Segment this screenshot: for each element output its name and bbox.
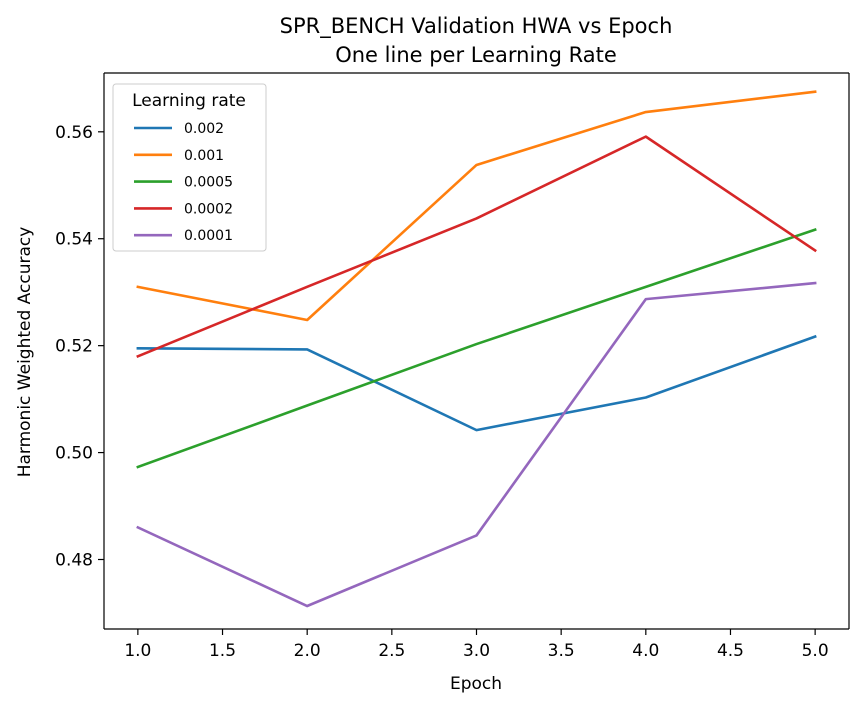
chart-title: SPR_BENCH Validation HWA vs Epoch One li…	[280, 14, 673, 67]
y-tick-label: 0.56	[55, 123, 93, 143]
x-tick-label: 4.0	[632, 641, 659, 661]
legend-label: 0.001	[184, 148, 224, 164]
x-tick-label: 2.0	[294, 641, 321, 661]
series-line-0.0002	[136, 135, 817, 359]
x-axis-label: Epoch	[450, 674, 502, 694]
x-tick-label: 1.5	[209, 641, 236, 661]
legend-label: 0.0002	[184, 201, 233, 217]
legend: Learning rate 0.0020.0010.00050.00020.00…	[112, 83, 267, 252]
legend-title: Learning rate	[132, 91, 246, 111]
series-line-0.002	[136, 334, 817, 432]
series-line-0.0001	[136, 281, 817, 608]
y-tick-label: 0.54	[55, 230, 93, 250]
legend-items: 0.002 0.001 0.0005 0.0002 0.0001	[134, 121, 233, 244]
y-tick-label: 0.52	[55, 337, 93, 357]
series-line-0.0005	[136, 227, 817, 469]
x-axis-ticks: 1.0 1.5 2.0 2.5 3.0 3.5 4.0 4.5 5.0	[124, 629, 829, 661]
y-axis-ticks: 0.48 0.50 0.52 0.54 0.56	[55, 123, 104, 571]
x-tick-label: 3.5	[548, 641, 575, 661]
y-tick-label: 0.50	[55, 444, 93, 464]
x-tick-label: 4.5	[717, 641, 744, 661]
y-tick-label: 0.48	[55, 551, 93, 571]
x-tick-label: 3.0	[463, 641, 490, 661]
y-axis-label: Harmonic Weighted Accuracy	[15, 227, 35, 478]
legend-label: 0.0005	[184, 175, 233, 191]
legend-label: 0.002	[184, 121, 224, 137]
chart-title-line-1: SPR_BENCH Validation HWA vs Epoch	[280, 14, 673, 39]
x-tick-label: 5.0	[802, 641, 829, 661]
series-layer	[136, 90, 817, 608]
x-tick-label: 1.0	[124, 641, 151, 661]
legend-label: 0.0001	[184, 228, 233, 244]
x-tick-label: 2.5	[378, 641, 405, 661]
chart-title-line-2: One line per Learning Rate	[335, 43, 617, 67]
